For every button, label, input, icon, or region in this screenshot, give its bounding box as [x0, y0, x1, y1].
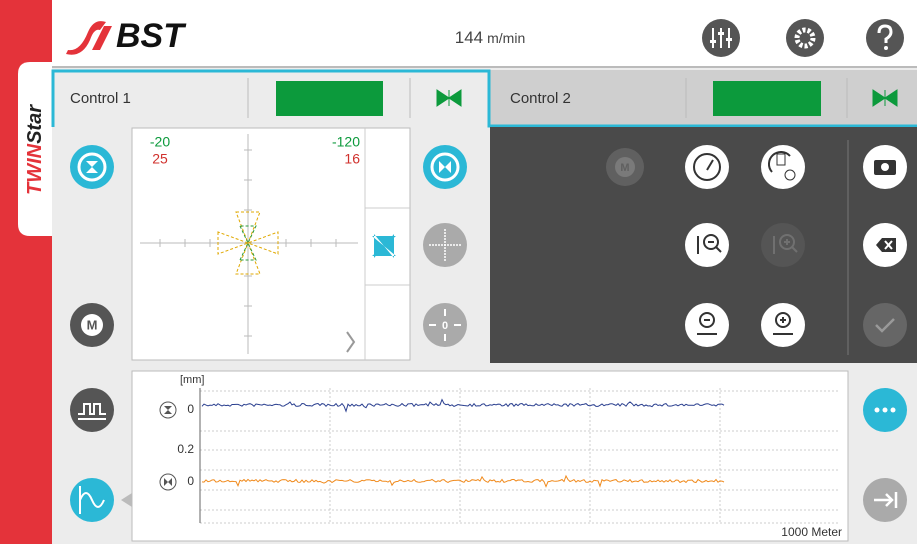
mode-icon[interactable]: [872, 89, 898, 107]
cycle-button[interactable]: [423, 145, 467, 189]
zoom-vertical-out[interactable]: [685, 223, 729, 267]
zero-button[interactable]: 0: [423, 303, 467, 347]
tab-label: Control 1: [70, 90, 131, 107]
center-button[interactable]: [372, 234, 396, 258]
pointer: [121, 493, 132, 507]
panel-dividers: [364, 128, 410, 360]
motor-label: M: [620, 162, 629, 174]
register-marks: [217, 211, 279, 275]
trend-label: 0: [187, 402, 194, 416]
status-indicator: [713, 81, 821, 116]
speed-unit: m/min: [487, 30, 525, 46]
brand-text: TWINStar: [24, 104, 46, 195]
trend-label: 0: [187, 474, 194, 488]
offset-value: 16: [344, 151, 360, 167]
offset-value: -120: [332, 134, 360, 150]
speed: 144 m/min: [455, 28, 526, 47]
tab-dividers: [247, 78, 848, 118]
crosshair-panel: [131, 127, 411, 361]
help-button[interactable]: [866, 19, 904, 57]
trend-length: 1000 Meter: [781, 525, 842, 539]
trend-grid: [199, 388, 840, 524]
brand-part: Star: [24, 104, 46, 144]
cycle-button[interactable]: [70, 145, 114, 189]
tab-control-2[interactable]: [490, 70, 917, 125]
logo: BST: [116, 17, 187, 55]
trend-icon: [159, 401, 177, 419]
motor-label: M: [87, 317, 98, 332]
motor-button[interactable]: M: [70, 303, 114, 347]
gauge-button[interactable]: [685, 145, 729, 189]
trend-unit: [mm]: [180, 374, 204, 386]
logo-mark: [66, 21, 112, 55]
register-button[interactable]: [423, 223, 467, 267]
trend-button[interactable]: [70, 478, 114, 522]
brand-tab: [18, 62, 52, 236]
end-button[interactable]: [863, 478, 907, 522]
more-button[interactable]: [863, 388, 907, 432]
trend-panel: [131, 370, 849, 542]
tab-highlight: [51, 69, 917, 128]
delete-button[interactable]: [863, 223, 907, 267]
tab-control-1[interactable]: [52, 70, 490, 127]
brand-part: TWIN: [24, 143, 46, 195]
trend-icon: [159, 473, 177, 491]
trend-trace: [201, 474, 725, 488]
expand-chevron[interactable]: [346, 331, 356, 353]
offset-value: -20: [150, 134, 170, 150]
web-button[interactable]: [70, 388, 114, 432]
zoom-horizontal-in[interactable]: [761, 303, 805, 347]
trend-trace: [201, 398, 725, 413]
speed-value: 144: [455, 28, 483, 47]
timer-button[interactable]: [761, 145, 805, 189]
zoom-horizontal-out[interactable]: [685, 303, 729, 347]
confirm-button[interactable]: [863, 303, 907, 347]
zero-label: 0: [442, 320, 448, 332]
tab-label: Control 2: [510, 90, 571, 107]
offset-value: 25: [152, 151, 168, 167]
camera-button[interactable]: [863, 145, 907, 189]
crosshair: [140, 134, 358, 354]
status-indicator: [276, 81, 383, 116]
header: [52, 0, 917, 67]
settings-button[interactable]: [786, 19, 824, 57]
mode-icon[interactable]: [436, 89, 462, 107]
mixer-button[interactable]: [702, 19, 740, 57]
motor-button[interactable]: M: [606, 148, 644, 186]
zoom-vertical-in[interactable]: [761, 223, 805, 267]
trend-label: 0.2: [177, 442, 194, 456]
